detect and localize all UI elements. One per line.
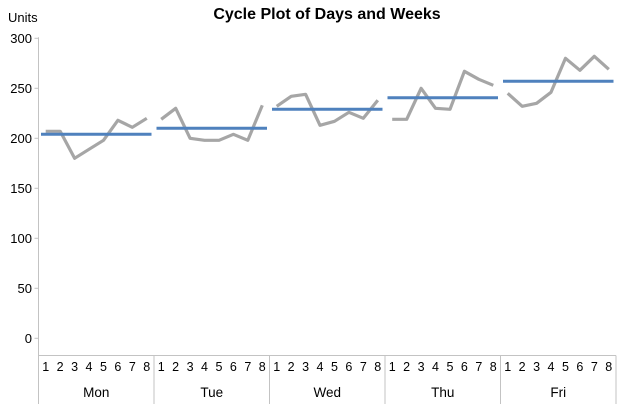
week-label: 8	[605, 360, 612, 374]
week-label: 6	[345, 360, 352, 374]
week-label: 7	[129, 360, 136, 374]
y-axis-title: Units	[8, 10, 38, 25]
week-label: 3	[187, 360, 194, 374]
series-line-wed	[275, 92, 380, 127]
week-label: 5	[215, 360, 222, 374]
y-tick-label: 50	[18, 281, 32, 296]
week-label: 8	[259, 360, 266, 374]
week-label: 5	[331, 360, 338, 374]
week-label: 8	[143, 360, 150, 374]
week-label: 1	[273, 360, 280, 374]
series-line-mon	[45, 116, 148, 160]
week-label: 5	[562, 360, 569, 374]
week-label: 6	[576, 360, 583, 374]
y-tick-label: 150	[10, 181, 32, 196]
week-label: 3	[71, 360, 78, 374]
day-label-fri: Fri	[550, 385, 566, 400]
week-label: 7	[360, 360, 367, 374]
week-label: 6	[230, 360, 237, 374]
series-line-thu	[392, 69, 494, 121]
week-label: 3	[418, 360, 425, 374]
week-label: 4	[317, 360, 324, 374]
week-label: 4	[432, 360, 439, 374]
day-label-tue: Tue	[200, 385, 223, 400]
y-tick-label: 200	[10, 131, 32, 146]
y-tick-label: 250	[10, 81, 32, 96]
day-label-wed: Wed	[313, 385, 341, 400]
week-label: 4	[548, 360, 555, 374]
week-label: 2	[519, 360, 526, 374]
y-tick-label: 0	[25, 331, 32, 346]
day-label-thu: Thu	[431, 385, 454, 400]
day-label-mon: Mon	[83, 385, 109, 400]
y-tick-label: 100	[10, 231, 32, 246]
week-label: 7	[591, 360, 598, 374]
week-label: 2	[57, 360, 64, 374]
week-label: 1	[389, 360, 396, 374]
week-label: 5	[100, 360, 107, 374]
series-line-fri	[506, 54, 610, 108]
week-label: 4	[86, 360, 93, 374]
week-label: 3	[533, 360, 540, 374]
week-label: 7	[244, 360, 251, 374]
week-label: 2	[403, 360, 410, 374]
chart-title: Cycle Plot of Days and Weeks	[213, 6, 441, 23]
week-label: 8	[374, 360, 381, 374]
week-label: 1	[42, 360, 49, 374]
week-label: 1	[504, 360, 511, 374]
week-label: 4	[201, 360, 208, 374]
week-label: 2	[288, 360, 295, 374]
series-line-tue	[160, 104, 264, 142]
y-tick-label: 300	[10, 31, 32, 46]
week-label: 3	[302, 360, 309, 374]
week-label: 2	[172, 360, 179, 374]
week-label: 6	[114, 360, 121, 374]
week-label: 5	[446, 360, 453, 374]
week-label: 8	[490, 360, 497, 374]
week-label: 6	[461, 360, 468, 374]
week-label: 7	[475, 360, 482, 374]
week-label: 1	[158, 360, 165, 374]
